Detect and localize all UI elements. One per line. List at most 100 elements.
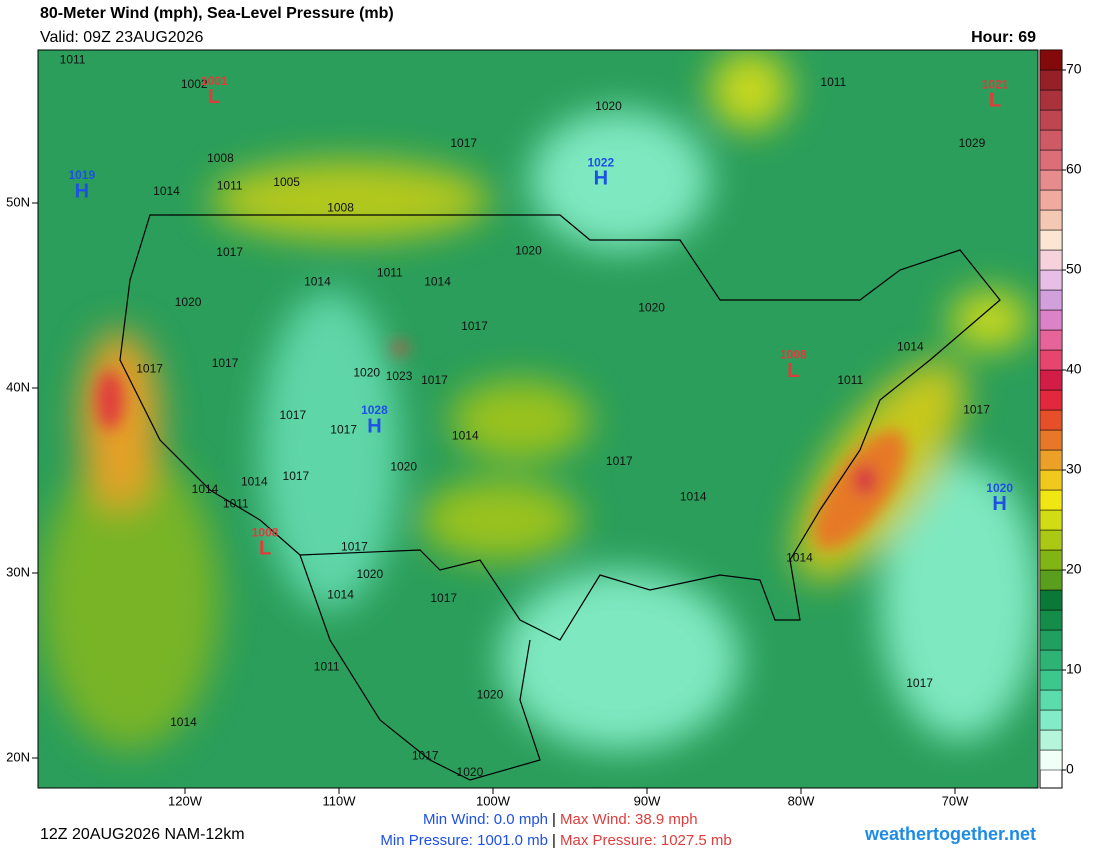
pressure-center-value: 1028: [361, 403, 388, 417]
isobar-label: 1020: [457, 765, 484, 779]
isobar-label: 1014: [304, 275, 331, 289]
lon-tick-label: 100W: [476, 793, 511, 808]
isobar-label: 1011: [820, 75, 846, 89]
isobar-label: 1017: [341, 539, 368, 553]
colorbar-tick-label: 0: [1066, 761, 1074, 777]
pressure-center: L: [259, 537, 271, 559]
colorbar-bin: [1039, 269, 1063, 291]
colorbar-bin: [1039, 329, 1063, 351]
colorbar-bin: [1039, 729, 1063, 751]
lat-tick-label: 40N: [6, 379, 30, 394]
pressure-center-value: 1001: [201, 74, 228, 88]
colorbar-bin: [1039, 529, 1063, 551]
isobar-label: 1020: [638, 301, 665, 315]
isobar-label: 1011: [314, 660, 340, 674]
colorbar-bin: [1039, 169, 1063, 191]
isobar-label: 1017: [330, 423, 357, 437]
coastline: [119, 214, 1001, 641]
colorbar-bin: [1039, 229, 1063, 251]
isobar-label: 1014: [241, 475, 268, 489]
isobar-label: 1020: [356, 567, 383, 581]
isobar-label: 1014: [153, 184, 180, 198]
isobar-label: 1014: [786, 550, 813, 564]
pressure-center-value: 1019: [68, 168, 95, 182]
isobar-label: 1014: [897, 339, 924, 353]
model-run: 12Z 20AUG2026 NAM-12km: [40, 826, 245, 843]
colorbar-bin: [1039, 749, 1063, 771]
min-wind: Min Wind: 0.0 mph: [423, 811, 548, 828]
colorbar-bin: [1039, 349, 1063, 371]
min-pressure: Min Pressure: 1001.0 mb: [380, 832, 548, 849]
isobar-label: 1011: [837, 373, 863, 387]
colorbar-tick-label: 50: [1066, 261, 1082, 277]
isobar-label: 1017: [421, 373, 448, 387]
colorbar-bin: [1039, 69, 1063, 91]
colorbar-bin: [1039, 469, 1063, 491]
pressure-center-value: 1008: [252, 525, 279, 539]
isobar-label: 1020: [477, 687, 504, 701]
colorbar-bin: [1039, 389, 1063, 411]
isobar-label: 1011: [217, 179, 243, 193]
colorbar-bin: [1039, 129, 1063, 151]
pressure-center: H: [367, 415, 381, 437]
isobar-label: 1002: [181, 77, 208, 91]
colorbar-tick-label: 60: [1066, 161, 1082, 177]
colorbar-bin: [1039, 709, 1063, 731]
isobar-label: 1014: [327, 587, 354, 601]
isobar-label: 1014: [424, 275, 451, 289]
isobar-label: 1017: [430, 591, 457, 605]
colorbar-bin: [1039, 249, 1063, 271]
pressure-center: H: [992, 493, 1006, 515]
isobar-label: 1014: [192, 482, 219, 496]
overlay: 120W 110W 100W 90W 80W 70W50N40N30N20N1011100…: [6, 49, 1082, 808]
lat-tick-label: 30N: [6, 564, 30, 579]
isobar-label: 1029: [959, 136, 986, 150]
isobar-label: 1017: [963, 402, 990, 416]
isobar-label: 1017: [283, 469, 310, 483]
isobar-label: 1011: [60, 53, 86, 67]
colorbar-tick-label: 40: [1066, 361, 1082, 377]
colorbar-bin: [1039, 209, 1063, 231]
max-pressure: Max Pressure: 1027.5 mb: [560, 832, 732, 849]
pressure-center: L: [208, 86, 220, 108]
isobar-label: 1017: [461, 319, 488, 333]
isobar-label: 1017: [906, 676, 933, 690]
isobar-label: 1017: [212, 356, 239, 370]
forecast-hour: Hour: 69: [971, 29, 1036, 46]
colorbar-bin: [1039, 489, 1063, 511]
separator: |: [552, 832, 556, 849]
pressure-center-value: 1020: [986, 481, 1013, 495]
colorbar-bin: [1039, 649, 1063, 671]
pressure-center: H: [594, 167, 608, 189]
coastline: [299, 554, 541, 781]
pressure-center-value: 1021: [982, 78, 1009, 92]
colorbar-bin: [1039, 89, 1063, 111]
isobar-label: 1020: [595, 99, 622, 113]
colorbar-bin: [1039, 149, 1063, 171]
isobar-label: 1020: [515, 243, 542, 257]
lon-tick-label: 120W: [168, 793, 203, 808]
wind-field: [38, 50, 1038, 788]
colorbar-bin: [1039, 589, 1063, 611]
colorbar-bin: [1039, 109, 1063, 131]
colorbar-bin: [1039, 629, 1063, 651]
colorbar-bin: [1039, 309, 1063, 331]
isobar-label: 1020: [390, 460, 417, 474]
max-wind: Max Wind: 38.9 mph: [560, 811, 698, 828]
lat-tick-label: 50N: [6, 194, 30, 209]
lon-tick-label: 90W: [634, 793, 661, 808]
isobar-label: 1005: [273, 175, 300, 189]
pressure-center-value: 1022: [587, 155, 614, 169]
site-name: weathertogether.net: [864, 824, 1036, 844]
isobar-label: 1017: [136, 362, 163, 376]
colorbar-bin: [1039, 569, 1063, 591]
colorbar-tick-label: 10: [1066, 661, 1082, 677]
colorbar-bin: [1039, 509, 1063, 531]
isobar-label: 1008: [327, 201, 354, 215]
map-frame: [37, 49, 1039, 789]
pressure-center: L: [989, 90, 1001, 112]
isobar-label: 1014: [680, 489, 707, 503]
colorbar-bin: [1039, 689, 1063, 711]
title: 80-Meter Wind (mph), Sea-Level Pressure …: [40, 5, 394, 22]
